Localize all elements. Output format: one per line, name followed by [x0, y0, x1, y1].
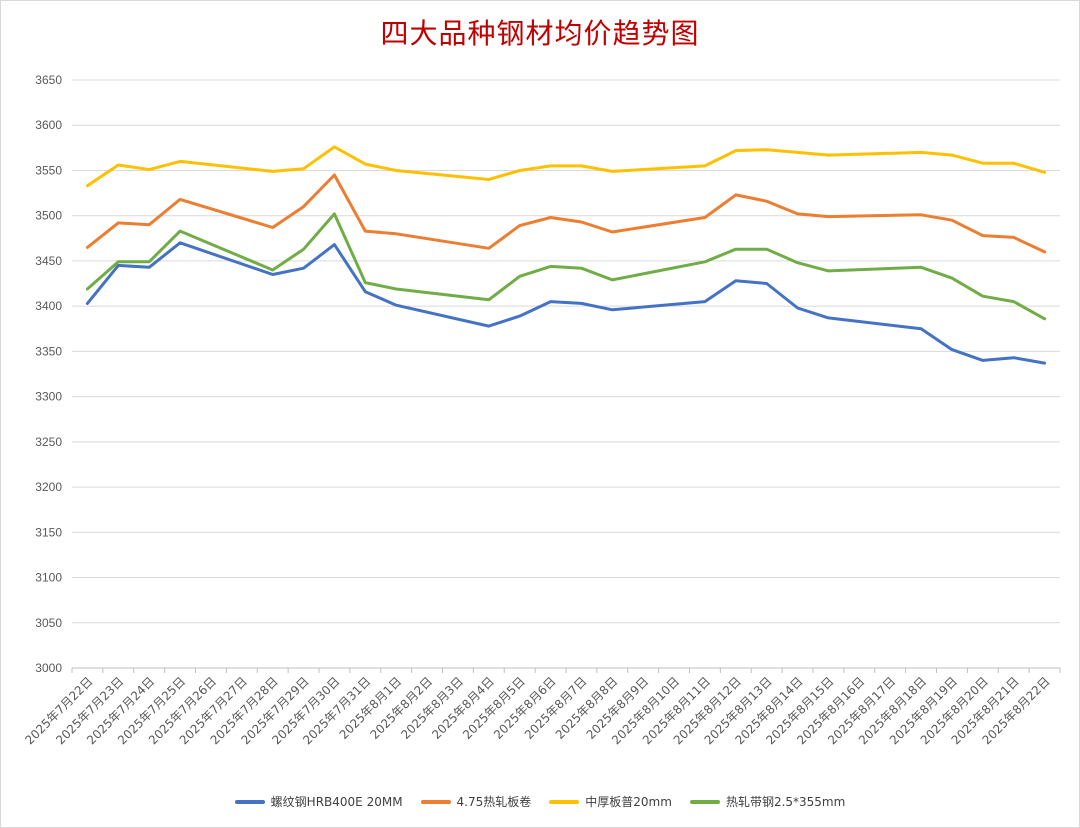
x-axis-ticks: 2025年7月22日2025年7月23日2025年7月24日2025年7月25日… — [22, 674, 1052, 747]
y-tick-label: 3150 — [35, 525, 62, 539]
y-tick-label: 3500 — [35, 209, 62, 223]
y-tick-label: 3300 — [35, 390, 62, 404]
y-tick-label: 3400 — [35, 299, 62, 313]
legend-swatch — [420, 799, 451, 804]
legend-item: 热轧带钢2.5*355mm — [689, 793, 846, 810]
legend-label: 中厚板普20mm — [585, 795, 672, 809]
series-lines — [85, 145, 1047, 365]
legend: 螺纹钢HRB400E 20MM 4.75热轧板卷 中厚板普20mm 热轧带钢2.5*3… — [0, 793, 1080, 810]
y-tick-label: 3100 — [35, 571, 62, 585]
y-tick-label: 3000 — [35, 661, 62, 675]
y-tick-label: 3050 — [35, 616, 62, 630]
y-axis-ticks: 3000 3050 3100 3150 3200 3250 3300 3350 3400 3450… — [35, 73, 62, 675]
legend-swatch — [689, 799, 720, 804]
series-line — [85, 145, 1047, 188]
y-tick-label: 3600 — [35, 118, 62, 132]
y-tick-label: 3350 — [35, 344, 62, 358]
chart-title: 四大品种钢材均价趋势图 — [380, 17, 700, 50]
y-tick-label: 3200 — [35, 480, 62, 494]
legend-item: 4.75热轧板卷 — [420, 793, 532, 810]
legend-label: 4.75热轧板卷 — [456, 795, 532, 809]
y-tick-label: 3450 — [35, 254, 62, 268]
legend-item: 中厚板普20mm — [549, 793, 672, 810]
legend-label: 热轧带钢2.5*355mm — [725, 795, 846, 809]
legend-swatch — [549, 799, 580, 804]
series-line — [85, 241, 1047, 365]
legend-item: 螺纹钢HRB400E 20MM — [234, 793, 403, 810]
y-tick-label: 3250 — [35, 435, 62, 449]
series-line — [85, 173, 1047, 254]
series-line — [85, 212, 1047, 321]
y-tick-label: 3650 — [35, 73, 62, 87]
legend-swatch — [234, 799, 265, 804]
legend-label: 螺纹钢HRB400E 20MM — [270, 795, 403, 809]
y-tick-label: 3550 — [35, 163, 62, 177]
gridlines — [71, 79, 1061, 673]
